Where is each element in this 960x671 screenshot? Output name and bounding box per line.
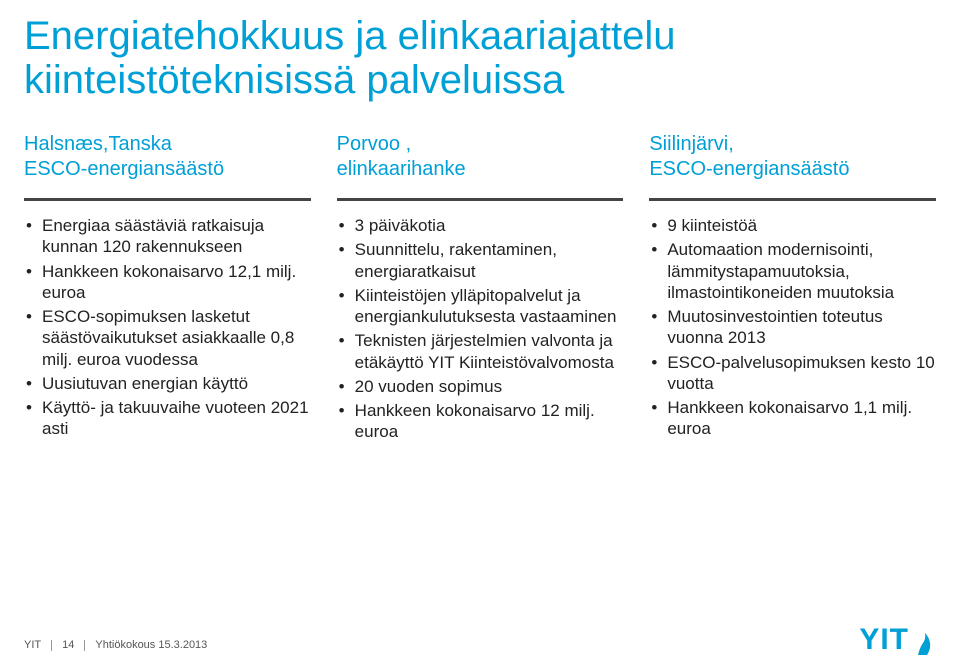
footer: YIT 14 Yhtiökokous 15.3.2013 bbox=[24, 639, 207, 651]
column-0-list: Energiaa säästäviä ratkaisuja kunnan 120… bbox=[24, 201, 311, 443]
column-2: Siilinjärvi, ESCO-energiansäästö 9 kiint… bbox=[649, 132, 936, 446]
column-2-header-line2: ESCO-energiansäästö bbox=[649, 158, 849, 180]
list-item: Suunnittelu, rakentaminen, energiaratkai… bbox=[337, 239, 624, 285]
column-1-list: 3 päiväkotia Suunnittelu, rakentaminen, … bbox=[337, 201, 624, 446]
logo: YIT bbox=[859, 623, 934, 657]
column-0-header: Halsnæs,Tanska ESCO-energiansäästö bbox=[24, 132, 311, 201]
list-item: ESCO-palvelusopimuksen kesto 10 vuotta bbox=[649, 352, 936, 398]
column-1: Porvoo , elinkaarihanke 3 päiväkotia Suu… bbox=[337, 132, 624, 446]
column-2-header-line1: Siilinjärvi, bbox=[649, 133, 733, 155]
logo-text: YIT bbox=[859, 623, 909, 657]
list-item: 9 kiinteistöä bbox=[649, 215, 936, 239]
list-item: Hankkeen kokonaisarvo 12 milj. euroa bbox=[337, 400, 624, 446]
list-item: Käyttö- ja takuuvaihe vuoteen 2021 asti bbox=[24, 397, 311, 443]
footer-separator-icon bbox=[51, 640, 52, 651]
list-item: Kiinteistöjen ylläpitopalvelut ja energi… bbox=[337, 285, 624, 331]
columns-container: Halsnæs,Tanska ESCO-energiansäästö Energ… bbox=[0, 102, 960, 446]
column-1-header-line1: Porvoo , bbox=[337, 133, 411, 155]
list-item: Muutosinvestointien toteutus vuonna 2013 bbox=[649, 306, 936, 352]
footer-event: Yhtiökokous 15.3.2013 bbox=[95, 639, 207, 651]
list-item: ESCO-sopimuksen lasketut säästövaikutuks… bbox=[24, 306, 311, 373]
footer-separator-icon bbox=[84, 640, 85, 651]
column-2-header: Siilinjärvi, ESCO-energiansäästö bbox=[649, 132, 936, 201]
list-item: Energiaa säästäviä ratkaisuja kunnan 120… bbox=[24, 215, 311, 261]
title-line2: kiinteistöteknisissä palveluissa bbox=[24, 58, 564, 102]
list-item: 3 päiväkotia bbox=[337, 215, 624, 239]
page-title: Energiatehokkuus ja elinkaariajattelu ki… bbox=[0, 0, 960, 102]
list-item: 20 vuoden sopimus bbox=[337, 376, 624, 400]
column-1-header-line2: elinkaarihanke bbox=[337, 158, 466, 180]
footer-page: 14 bbox=[62, 639, 74, 651]
footer-brand: YIT bbox=[24, 639, 41, 651]
column-0-header-line1: Halsnæs,Tanska bbox=[24, 133, 172, 155]
logo-mark-icon bbox=[916, 629, 934, 657]
list-item: Automaation modernisointi, lämmitystapam… bbox=[649, 239, 936, 306]
list-item: Uusiutuvan energian käyttö bbox=[24, 373, 311, 397]
column-1-header: Porvoo , elinkaarihanke bbox=[337, 132, 624, 201]
column-2-list: 9 kiinteistöä Automaation modernisointi,… bbox=[649, 201, 936, 443]
list-item: Teknisten järjestelmien valvonta ja etäk… bbox=[337, 330, 624, 376]
column-0: Halsnæs,Tanska ESCO-energiansäästö Energ… bbox=[24, 132, 311, 446]
list-item: Hankkeen kokonaisarvo 12,1 milj. euroa bbox=[24, 261, 311, 307]
list-item: Hankkeen kokonaisarvo 1,1 milj. euroa bbox=[649, 397, 936, 443]
title-line1: Energiatehokkuus ja elinkaariajattelu bbox=[24, 14, 676, 58]
column-0-header-line2: ESCO-energiansäästö bbox=[24, 158, 224, 180]
